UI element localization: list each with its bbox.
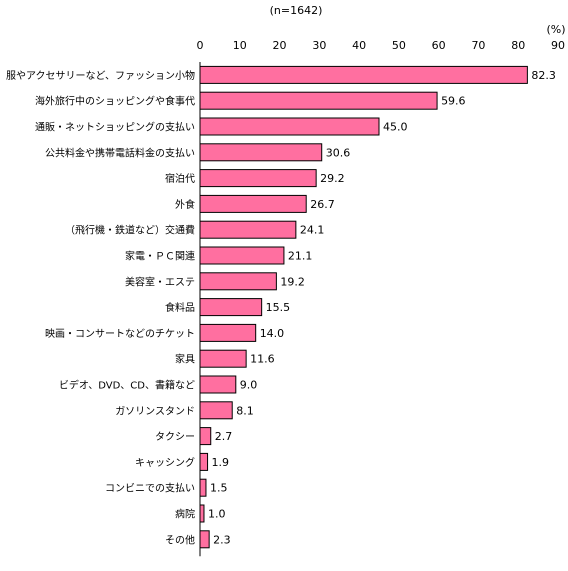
bar: [199, 323, 257, 342]
x-tick-label: 0: [197, 39, 204, 52]
x-tick-label: 10: [233, 39, 247, 52]
bar: [199, 194, 307, 213]
bar: [199, 91, 438, 110]
bar: [199, 401, 233, 420]
x-tick-label: 20: [273, 39, 287, 52]
category-label: 食料品: [165, 301, 195, 314]
value-label: 21.1: [288, 250, 313, 263]
category-label: （飛行機・鉄道など）交通費: [65, 224, 195, 237]
bar: [199, 375, 237, 394]
category-label: コンビニでの支払い: [105, 482, 195, 495]
bar: [199, 117, 380, 136]
sample-size-note: (n=1642): [270, 4, 323, 17]
category-label: 海外旅行中のショッピングや食事代: [35, 95, 195, 108]
x-tick-label: 50: [392, 39, 406, 52]
category-label: 通販・ネットショッピングの支払い: [35, 121, 195, 134]
bar: [199, 504, 205, 523]
value-label: 24.1: [300, 224, 325, 237]
value-label: 29.2: [320, 172, 345, 185]
category-label: 家電・ＰＣ関連: [125, 250, 195, 263]
unit-label: (%): [546, 23, 565, 36]
x-tick-label: 70: [471, 39, 485, 52]
bar: [199, 478, 207, 497]
value-label: 1.5: [210, 482, 228, 495]
value-label: 8.1: [236, 404, 254, 417]
category-label: キャッシング: [135, 456, 195, 469]
x-axis-ticks: 0 10 20 30 40 50 60 70 80 90: [197, 39, 566, 52]
bars: 服やアクセサリーなど、ファッション小物 82.3 海外旅行中のショッピングや食事代 5…: [6, 65, 556, 549]
x-tick-label: 40: [352, 39, 366, 52]
x-tick-label: 80: [511, 39, 525, 52]
category-label: 宿泊代: [165, 172, 195, 185]
category-label: ガソリンスタンド: [115, 405, 195, 417]
bar: [199, 169, 317, 188]
value-label: 82.3: [531, 69, 556, 82]
value-label: 59.6: [441, 95, 466, 108]
value-label: 2.3: [213, 533, 231, 546]
category-label: 病院: [175, 508, 195, 521]
category-label: 公共料金や携帯電話料金の支払い: [45, 146, 195, 159]
category-label: タクシー: [155, 431, 195, 443]
x-tick-label: 90: [551, 39, 565, 52]
category-label: 家具: [175, 353, 195, 366]
value-label: 14.0: [260, 327, 285, 340]
bar: [199, 427, 212, 446]
bar: [199, 530, 210, 549]
value-label: 45.0: [383, 121, 408, 134]
value-label: 15.5: [266, 301, 291, 314]
category-label: 服やアクセサリーなど、ファッション小物: [6, 69, 195, 82]
bar: [199, 452, 209, 471]
value-label: 1.0: [208, 508, 226, 521]
category-label: その他: [165, 533, 195, 546]
value-label: 2.7: [215, 430, 233, 443]
category-label: 外食: [175, 198, 195, 211]
bar: [199, 220, 297, 239]
value-label: 30.6: [326, 146, 351, 159]
value-label: 11.6: [250, 353, 274, 366]
bar: [199, 143, 323, 162]
category-label: ビデオ、DVD、CD、書籍など: [59, 379, 195, 392]
x-tick-label: 60: [432, 39, 446, 52]
bar: [199, 246, 285, 265]
bar: [199, 349, 247, 368]
bar: [199, 65, 528, 84]
category-label: 映画・コンサートなどのチケット: [45, 328, 195, 340]
bar: [199, 272, 277, 291]
value-label: 19.2: [280, 275, 305, 288]
value-label: 1.9: [212, 456, 230, 469]
value-label: 9.0: [240, 379, 257, 392]
value-label: 26.7: [310, 198, 335, 211]
x-tick-label: 30: [312, 39, 326, 52]
bar: [199, 298, 263, 317]
category-label: 美容室・エステ: [125, 275, 195, 288]
